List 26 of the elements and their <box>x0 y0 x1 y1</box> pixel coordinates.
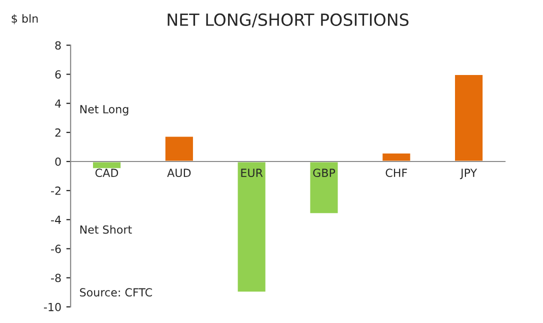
x-tick-label: JPY <box>460 168 478 180</box>
x-tick-label: CAD <box>95 168 118 178</box>
y-tick-label: 8 <box>55 41 61 50</box>
bar <box>164 135 194 162</box>
y-tick-label: -6 <box>51 244 61 254</box>
y-tick-label: -10 <box>44 302 61 312</box>
bar <box>236 160 267 294</box>
y-tick-label: 6 <box>55 70 61 79</box>
x-tick-label: CHF <box>386 168 407 178</box>
y-tick-label: 2 <box>55 128 60 137</box>
x-tick-label: GBP <box>313 168 336 178</box>
y-tick-label: -2 <box>51 186 60 195</box>
y-tick-label: -4 <box>51 216 61 224</box>
bar <box>381 152 412 162</box>
x-tick-label: AUD <box>167 168 191 178</box>
annotation: Source: CFTC <box>80 288 152 297</box>
chart-title: NET LONG/SHORT POSITIONS <box>168 13 408 28</box>
bar <box>308 160 340 215</box>
annotation: Net Short <box>80 225 132 234</box>
y-tick-label: 0 <box>55 157 61 166</box>
x-tick-label: EUR <box>241 168 263 178</box>
y-axis-title: $ bln <box>12 14 38 24</box>
y-tick-label: -8 <box>51 274 61 282</box>
bar <box>454 74 484 162</box>
annotation: Net Long <box>80 105 128 116</box>
y-tick-label: 4 <box>55 99 61 108</box>
